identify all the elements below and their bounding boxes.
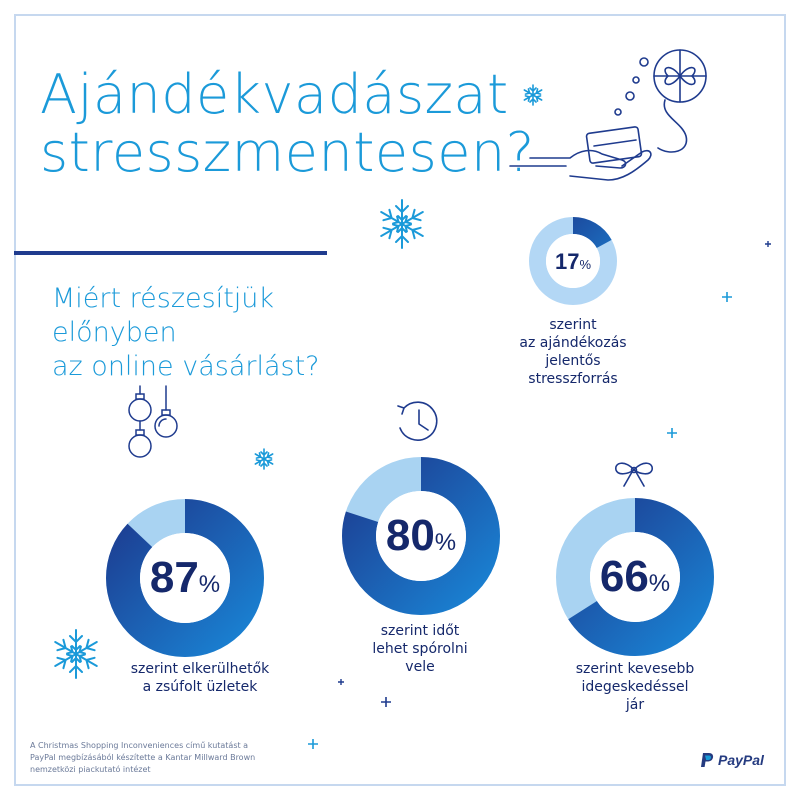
snowflake-icon	[377, 199, 427, 249]
caption-line: szerint elkerülhetők	[130, 661, 270, 677]
hand-card-gift-icon	[509, 49, 707, 181]
caption-line: jár	[625, 697, 645, 713]
main-title-line-2: stresszmentesen?	[40, 121, 535, 184]
donut-chart-80: 80%	[342, 457, 500, 615]
caption-line: vele	[405, 659, 435, 675]
caption-line: az ajándékozás	[519, 335, 627, 351]
plus-sparkle-icon	[381, 697, 391, 707]
caption-line: stresszforrás	[528, 371, 618, 387]
snowflake-icon	[51, 629, 101, 679]
dot-sparkle-icon	[338, 679, 344, 685]
percent-sign: %	[434, 529, 457, 556]
ornament-icon	[128, 385, 178, 458]
percent-sign: %	[579, 257, 592, 272]
caption-line: szerint	[549, 317, 597, 333]
caption-line: szerint kevesebb	[575, 661, 695, 677]
stat-number: 87	[149, 553, 199, 602]
caption-line: szerint időt	[380, 623, 460, 639]
percent-sign: %	[198, 571, 221, 598]
footnote-line: nemzetközi piackutató intézet	[30, 765, 151, 774]
caption-line: lehet spórolni	[372, 641, 468, 657]
stat-caption: szerint kevesebb idegeskedéssel jár	[545, 660, 725, 714]
plus-sparkle-icon	[667, 428, 677, 438]
question-line-1: Miért részesítjük	[52, 283, 275, 314]
caption-line: jelentős	[545, 353, 601, 369]
stat-value: 66%	[556, 554, 714, 607]
page-frame	[14, 14, 786, 786]
stat-value: 87%	[106, 555, 264, 608]
stat-number: 66	[599, 552, 649, 601]
paypal-logo: PayPal	[700, 752, 764, 768]
caption-line: a zsúfolt üzletek	[142, 679, 258, 695]
stat-caption: szerint időt lehet spórolni vele	[340, 622, 500, 676]
donut-arc	[556, 498, 714, 656]
paypal-logo-icon	[701, 753, 714, 767]
bow-icon	[615, 462, 653, 487]
footnote-line: A Christmas Shopping Inconveniences című…	[30, 741, 249, 750]
donut-arc	[106, 499, 264, 657]
stat-caption: szerint elkerülhetők a zsúfolt üzletek	[100, 660, 300, 696]
stat-number: 80	[385, 511, 435, 560]
plus-sparkle-icon	[308, 739, 318, 749]
snowflake-icon	[522, 84, 544, 106]
stat-number: 17	[554, 249, 580, 274]
percent-sign: %	[648, 570, 671, 597]
brand-name: PayPal	[718, 752, 764, 768]
stat-value: 80%	[342, 513, 500, 566]
stat-caption: szerint az ajándékozás jelentős stresszf…	[480, 316, 666, 388]
snowflake-icon	[253, 448, 275, 470]
question-line-3: az online vásárlást?	[52, 351, 320, 382]
donut-arc	[342, 457, 500, 615]
dot-sparkle-icon	[765, 241, 771, 247]
footnote-line: PayPal megbízásából készítette a Kantar …	[30, 753, 256, 762]
stat-value: 17%	[529, 250, 617, 277]
section-divider	[14, 251, 327, 255]
clock-icon	[397, 401, 438, 441]
plus-sparkle-icon	[722, 292, 732, 302]
question-line-2: előnyben	[52, 317, 177, 348]
donut-chart-87: 87%	[106, 499, 264, 657]
footnote: A Christmas Shopping Inconveniences című…	[30, 740, 255, 776]
donut-arc	[529, 217, 617, 305]
caption-line: idegeskedéssel	[581, 679, 689, 695]
donut-chart-17: 17%	[529, 217, 617, 305]
donut-chart-66: 66%	[556, 498, 714, 656]
main-title-line-1: Ajándékvadászat	[40, 63, 509, 126]
